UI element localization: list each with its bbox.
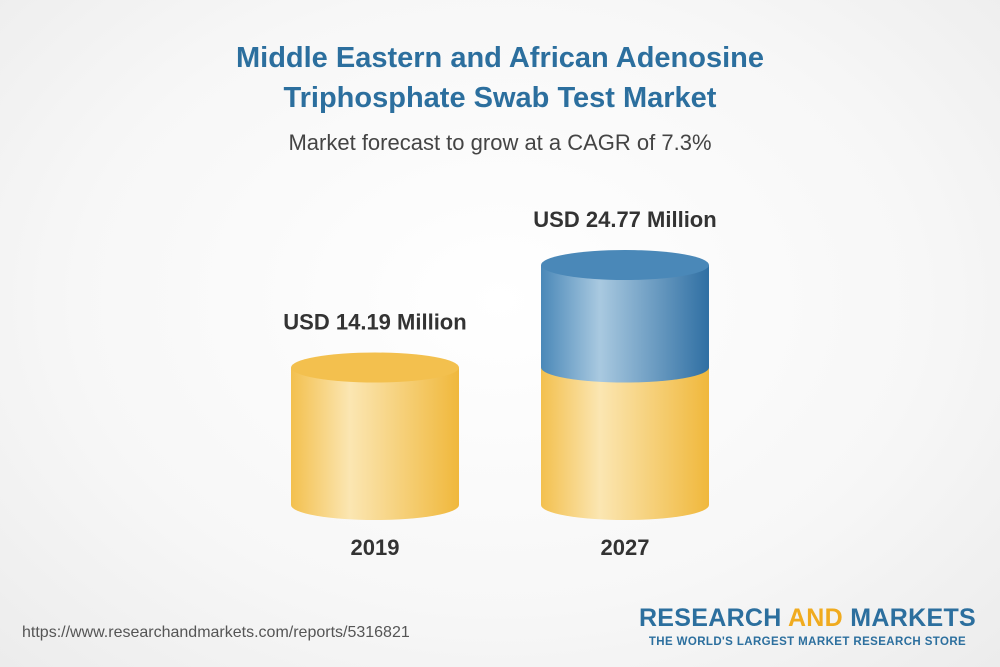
- data-label-2019: USD 14.19 Million: [283, 310, 466, 335]
- chart-subtitle: Market forecast to grow at a CAGR of 7.3…: [288, 130, 712, 155]
- brand-name: RESEARCH AND MARKETS: [639, 604, 976, 633]
- bar-2019-base: [291, 367, 459, 520]
- category-label-2019: 2019: [351, 535, 400, 560]
- brand-name-part-3: MARKETS: [843, 604, 976, 632]
- data-label-2027: USD 24.77 Million: [533, 207, 716, 232]
- bar-2027-growth: [541, 265, 709, 383]
- bar-2019-top: [291, 352, 459, 383]
- bar-2027-base: [541, 367, 709, 520]
- bar-2027-top: [541, 250, 709, 280]
- brand-name-part-1: RESEARCH: [638, 604, 788, 632]
- brand-tagline: THE WORLD'S LARGEST MARKET RESEARCH STOR…: [648, 636, 967, 648]
- brand-logo: RESEARCH AND MARKETS THE WORLD'S LARGEST…: [639, 604, 976, 648]
- chart-title: Middle Eastern and African Adenosine Tri…: [0, 38, 1000, 118]
- source-url[interactable]: https://www.researchandmarkets.com/repor…: [22, 624, 410, 641]
- chart-title-line-1: Middle Eastern and African Adenosine: [235, 42, 764, 74]
- category-label-2027: 2027: [601, 535, 650, 560]
- brand-name-part-2: AND: [787, 604, 844, 632]
- chart-title-line-2: Triphosphate Swab Test Market: [283, 82, 717, 114]
